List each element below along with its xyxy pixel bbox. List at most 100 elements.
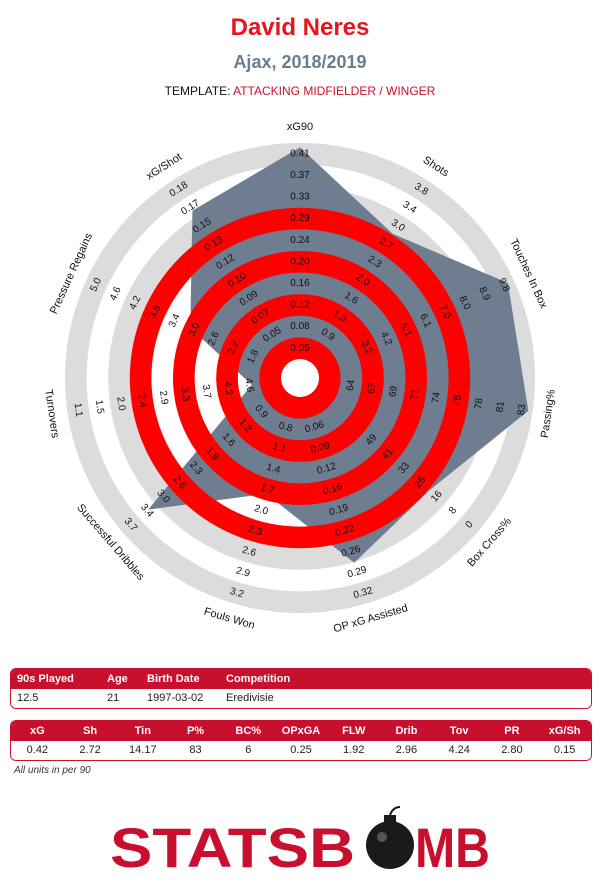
info-header: Birth Date <box>147 673 200 685</box>
stats-header: Drib <box>395 725 418 737</box>
info-value: Eredivisie <box>226 692 274 704</box>
template-value: ATTACKING MIDFIELDER / WINGER <box>233 84 436 98</box>
stats-header: OPxGA <box>281 725 321 737</box>
info-table: 90s Played Age Birth Date Competition 12… <box>10 668 592 709</box>
tick-label: 78 <box>473 397 486 410</box>
stats-value: 2.80 <box>501 744 523 756</box>
info-header: Competition <box>226 673 291 685</box>
tick-label: 4.2 <box>221 381 234 397</box>
tick-label: 3.4 <box>167 312 183 330</box>
tick-label: 0.05 <box>290 343 310 354</box>
tick-label: 8.0 <box>457 294 473 312</box>
tick-label: 3.0 <box>187 321 203 339</box>
tick-label: 2.4 <box>136 393 149 409</box>
stats-header-row: xG Sh Tin P% BC% OPxGA FLW Drib Tov PR xG/Sh <box>11 721 591 741</box>
axis-label: Passing% <box>539 388 558 438</box>
stats-header: PR <box>504 725 520 737</box>
tick-label: 1.1 <box>271 441 288 456</box>
tick-label: 2.3 <box>247 524 264 539</box>
tick-label: 4.2 <box>378 330 394 348</box>
stats-header: Tov <box>449 725 469 737</box>
info-value: 12.5 <box>17 692 39 704</box>
tick-label: 2.2 <box>226 339 242 357</box>
tick-label: 3.8 <box>147 303 163 321</box>
info-header-row: 90s Played Age Birth Date Competition <box>11 669 591 689</box>
logo-text-left: STATSB <box>110 816 355 875</box>
tick-label: 4.6 <box>108 285 124 303</box>
stats-value: 2.72 <box>79 744 101 756</box>
stats-header: FLW <box>342 725 366 737</box>
tick-label: 8.9 <box>476 285 492 303</box>
tick-label: 69 <box>388 385 401 398</box>
tick-label: 5.1 <box>398 321 414 339</box>
tick-label: 2.0 <box>114 396 127 412</box>
axis-label: xG90 <box>287 121 313 133</box>
tick-label: 0 <box>464 519 476 531</box>
tick-label: 0.16 <box>322 481 344 497</box>
info-header: Age <box>107 673 128 685</box>
tick-label: 0.19 <box>328 502 350 518</box>
stats-value: 2.96 <box>395 744 418 756</box>
tick-label: 0.12 <box>290 300 310 311</box>
stats-header: P% <box>186 725 205 737</box>
tick-label: 0.16 <box>290 278 310 289</box>
stats-header: xG/Sh <box>548 725 581 737</box>
tick-label: 9.8 <box>496 276 512 294</box>
tick-label: 8 <box>447 505 459 517</box>
stats-value-row: 0.42 2.72 14.17 83 6 0.25 1.92 2.96 4.24 2.80 0.15 <box>11 741 591 760</box>
tick-label: 0.37 <box>290 170 310 181</box>
tick-label: 3.2 <box>358 339 374 357</box>
tick-label: 0.41 <box>290 148 310 159</box>
tick-label: 71 <box>409 388 422 401</box>
stats-value: 4.24 <box>448 744 470 756</box>
tick-label: 7.0 <box>437 303 453 321</box>
statsbomb-logo: STATSB MB <box>110 806 490 875</box>
radar-chart: 0.05 0.08 0.12 0.16 0.20 0.24 0.29 0.33 0.37 0.41… <box>42 121 558 635</box>
stats-value: 6 <box>245 744 252 756</box>
tick-label: 76 <box>452 394 465 407</box>
stats-value: 0.25 <box>290 744 312 756</box>
tick-label: 64 <box>345 379 358 392</box>
tick-label: 0.22 <box>334 523 356 539</box>
tick-label: 6.1 <box>417 312 433 330</box>
tick-label: 4.2 <box>128 294 144 312</box>
tick-label: 0.29 <box>346 564 368 580</box>
info-value: 1997-03-02 <box>147 692 204 704</box>
tick-label: 3.7 <box>200 384 213 400</box>
stats-value: 14.17 <box>129 744 157 756</box>
club-season: Ajax, 2018/2019 <box>233 52 367 72</box>
tick-label: 2.0 <box>253 503 270 518</box>
stats-header: Tin <box>134 725 151 737</box>
tick-label: 0.32 <box>352 585 374 601</box>
tick-label: 81 <box>494 400 507 413</box>
tick-label: 67 <box>366 382 379 395</box>
stats-value: 0.15 <box>553 744 576 756</box>
tick-label: 3.2 <box>229 586 246 601</box>
tick-label: 2.6 <box>206 330 222 348</box>
stats-header: BC% <box>235 725 262 737</box>
units-note: All units in per 90 <box>14 765 91 776</box>
tick-label: 5.0 <box>88 276 104 294</box>
stats-value: 83 <box>189 744 202 756</box>
tick-label: 0.8 <box>277 420 294 435</box>
tick-label: 2.9 <box>235 565 252 580</box>
stats-header: xG <box>30 725 45 737</box>
tick-label: 3.3 <box>178 387 191 403</box>
info-value: 21 <box>107 692 120 704</box>
tick-label: 0.06 <box>304 419 326 435</box>
tick-label: 83 <box>516 403 529 416</box>
tick-label: 4.6 <box>243 378 256 394</box>
axis-label: Shots <box>421 154 452 180</box>
stats-value: 1.92 <box>343 744 365 756</box>
info-value-row: 12.5 21 1997-03-02 Eredivisie <box>11 689 591 708</box>
tick-label: 1.1 <box>72 402 85 418</box>
logo-text-right: MB <box>415 816 490 875</box>
template-label: TEMPLATE: <box>164 84 231 98</box>
player-name: David Neres <box>230 14 370 41</box>
polygon-red-band <box>259 337 341 419</box>
tick-label: 0.12 <box>316 461 338 477</box>
tick-label: 1.7 <box>259 482 276 497</box>
info-header: 90s Played <box>17 673 74 685</box>
bomb-icon <box>366 806 414 869</box>
axis-label: Turnovers <box>42 389 61 440</box>
